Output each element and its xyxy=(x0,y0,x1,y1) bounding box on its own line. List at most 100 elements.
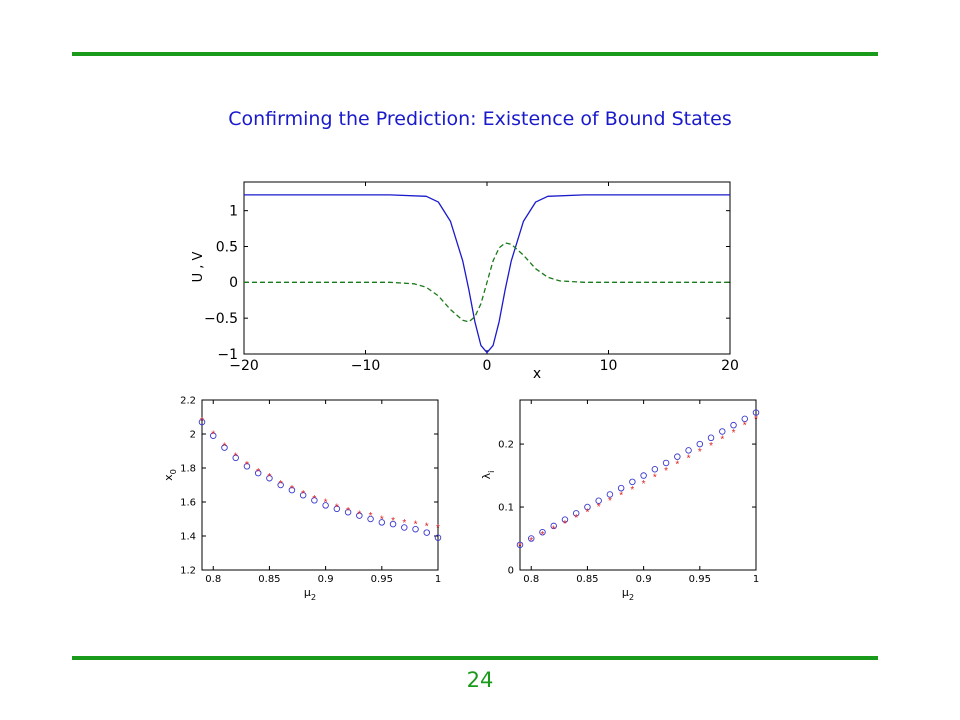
data-point-star: * xyxy=(732,428,736,439)
data-point-circle xyxy=(221,444,228,451)
uv-profile-chart: −20 −10 0 10 20 −1 −0.5 0 0.5 1 x U , V xyxy=(191,181,739,382)
data-point-circle xyxy=(266,474,273,482)
data-point-circle xyxy=(344,508,352,516)
data-point-circle xyxy=(254,469,262,477)
svg-text:μ2: μ2 xyxy=(304,586,316,602)
data-point-circle xyxy=(662,459,670,467)
data-point-circle xyxy=(640,472,647,479)
x-axis-label-subscript: 2 xyxy=(311,592,316,602)
data-point-star: * xyxy=(653,472,657,483)
data-point-star: * xyxy=(267,472,271,483)
x-axis-label-text: μ xyxy=(622,586,629,599)
data-point-star: * xyxy=(608,496,612,507)
data-point-circle xyxy=(539,528,546,536)
data-point-circle xyxy=(741,415,749,423)
data-point-star: * xyxy=(563,519,567,530)
x-axis-label-subscript: 2 xyxy=(629,592,634,602)
y-tick-label: 0.2 xyxy=(498,440,514,451)
y-tick-label: 1.6 xyxy=(180,498,196,509)
data-point-circle xyxy=(322,502,329,509)
y-tick-label: 1 xyxy=(229,204,238,220)
data-point-star: * xyxy=(335,503,339,514)
data-point-star: * xyxy=(402,518,406,529)
y-axis-label-text: λ xyxy=(480,472,493,479)
x-tick-label: 0.95 xyxy=(689,574,711,585)
x-tick-label: 0.95 xyxy=(371,574,393,585)
data-point-star: * xyxy=(518,542,522,553)
data-point-circle xyxy=(412,525,419,533)
data-point-circle xyxy=(209,432,217,439)
data-point-star: * xyxy=(369,511,373,522)
data-point-circle xyxy=(198,418,206,426)
x-tick-label: 20 xyxy=(721,358,739,374)
y-tick-label: 1.8 xyxy=(180,464,196,475)
data-point-star: * xyxy=(234,452,238,463)
data-point-circle xyxy=(389,520,397,528)
data-point-circle xyxy=(423,529,431,536)
data-point-star: * xyxy=(357,509,361,520)
slide-title: Confirming the Prediction: Existence of … xyxy=(228,108,732,130)
data-point-star: * xyxy=(630,485,634,496)
data-point-circle xyxy=(617,484,625,492)
data-point-star: * xyxy=(675,460,679,471)
data-point-star: * xyxy=(529,536,533,547)
axes-frame xyxy=(519,399,757,571)
x-axis-label: x xyxy=(533,366,541,382)
data-point-star: * xyxy=(698,447,702,458)
y-axis-label-subscript: i xyxy=(486,471,496,473)
data-point-circle xyxy=(696,440,704,448)
y-axis-label-text: x xyxy=(162,474,175,481)
v-series-line xyxy=(244,242,730,323)
data-point-circle xyxy=(730,421,737,429)
data-point-circle xyxy=(356,512,363,519)
svg-text:x0: x0 xyxy=(162,469,178,481)
data-point-star: * xyxy=(585,508,589,519)
data-point-star: * xyxy=(245,460,249,471)
data-point-star: * xyxy=(597,502,601,513)
data-point-circle xyxy=(629,478,636,486)
data-point-circle xyxy=(674,453,681,460)
lambda-vs-mu2-chart: 0.8 0.85 0.9 0.95 1 0 0.1 0.2 * * * * * * * * * * * * * * * * * *… xyxy=(480,399,760,602)
data-point-circle xyxy=(719,428,726,435)
x-tick-label: 0.9 xyxy=(318,574,334,585)
u-series-line xyxy=(244,194,730,354)
x-axis-label-text: x xyxy=(533,366,541,382)
page-number: 24 xyxy=(466,668,494,692)
data-point-circle xyxy=(333,505,341,513)
x-tick-label: 0.85 xyxy=(576,574,598,585)
x-tick-label: 0.9 xyxy=(636,574,652,585)
y-tick-label: 1.4 xyxy=(180,532,196,543)
x-tick-label: 0 xyxy=(483,358,492,374)
y-tick-label: −0.5 xyxy=(204,311,238,327)
data-point-circle xyxy=(584,503,591,511)
y-tick-label: 0 xyxy=(229,275,238,291)
y-axis-label: U , V xyxy=(191,251,206,282)
data-point-circle xyxy=(378,519,386,526)
x-tick-label: 1 xyxy=(753,574,759,585)
data-point-star: * xyxy=(687,453,691,464)
data-point-circle xyxy=(685,447,692,454)
data-point-star: * xyxy=(619,491,623,502)
data-point-circle xyxy=(561,516,569,523)
axes-frame xyxy=(201,399,439,571)
y-tick-label: 0.1 xyxy=(498,503,514,514)
data-point-star: * xyxy=(642,479,646,490)
data-point-circle xyxy=(516,541,524,549)
svg-text:x: x xyxy=(533,366,541,382)
data-point-star: * xyxy=(346,506,350,517)
y-axis-label: λi xyxy=(480,471,496,480)
data-point-star: * xyxy=(541,530,545,541)
y-tick-label: 2 xyxy=(190,430,196,441)
x-tick-label: 0.8 xyxy=(205,574,221,585)
data-point-star: * xyxy=(200,416,204,427)
data-point-star: * xyxy=(425,521,429,532)
data-point-star: * xyxy=(664,466,668,477)
data-point-star: * xyxy=(552,525,556,536)
data-point-star: * xyxy=(223,441,227,452)
x-tick-label: −20 xyxy=(229,358,259,374)
y-axis-label-subscript: 0 xyxy=(168,469,178,474)
top-rule xyxy=(72,52,878,56)
x-tick-label: 0.85 xyxy=(258,574,280,585)
x-tick-label: 0.8 xyxy=(523,574,539,585)
data-point-circle xyxy=(527,535,535,542)
